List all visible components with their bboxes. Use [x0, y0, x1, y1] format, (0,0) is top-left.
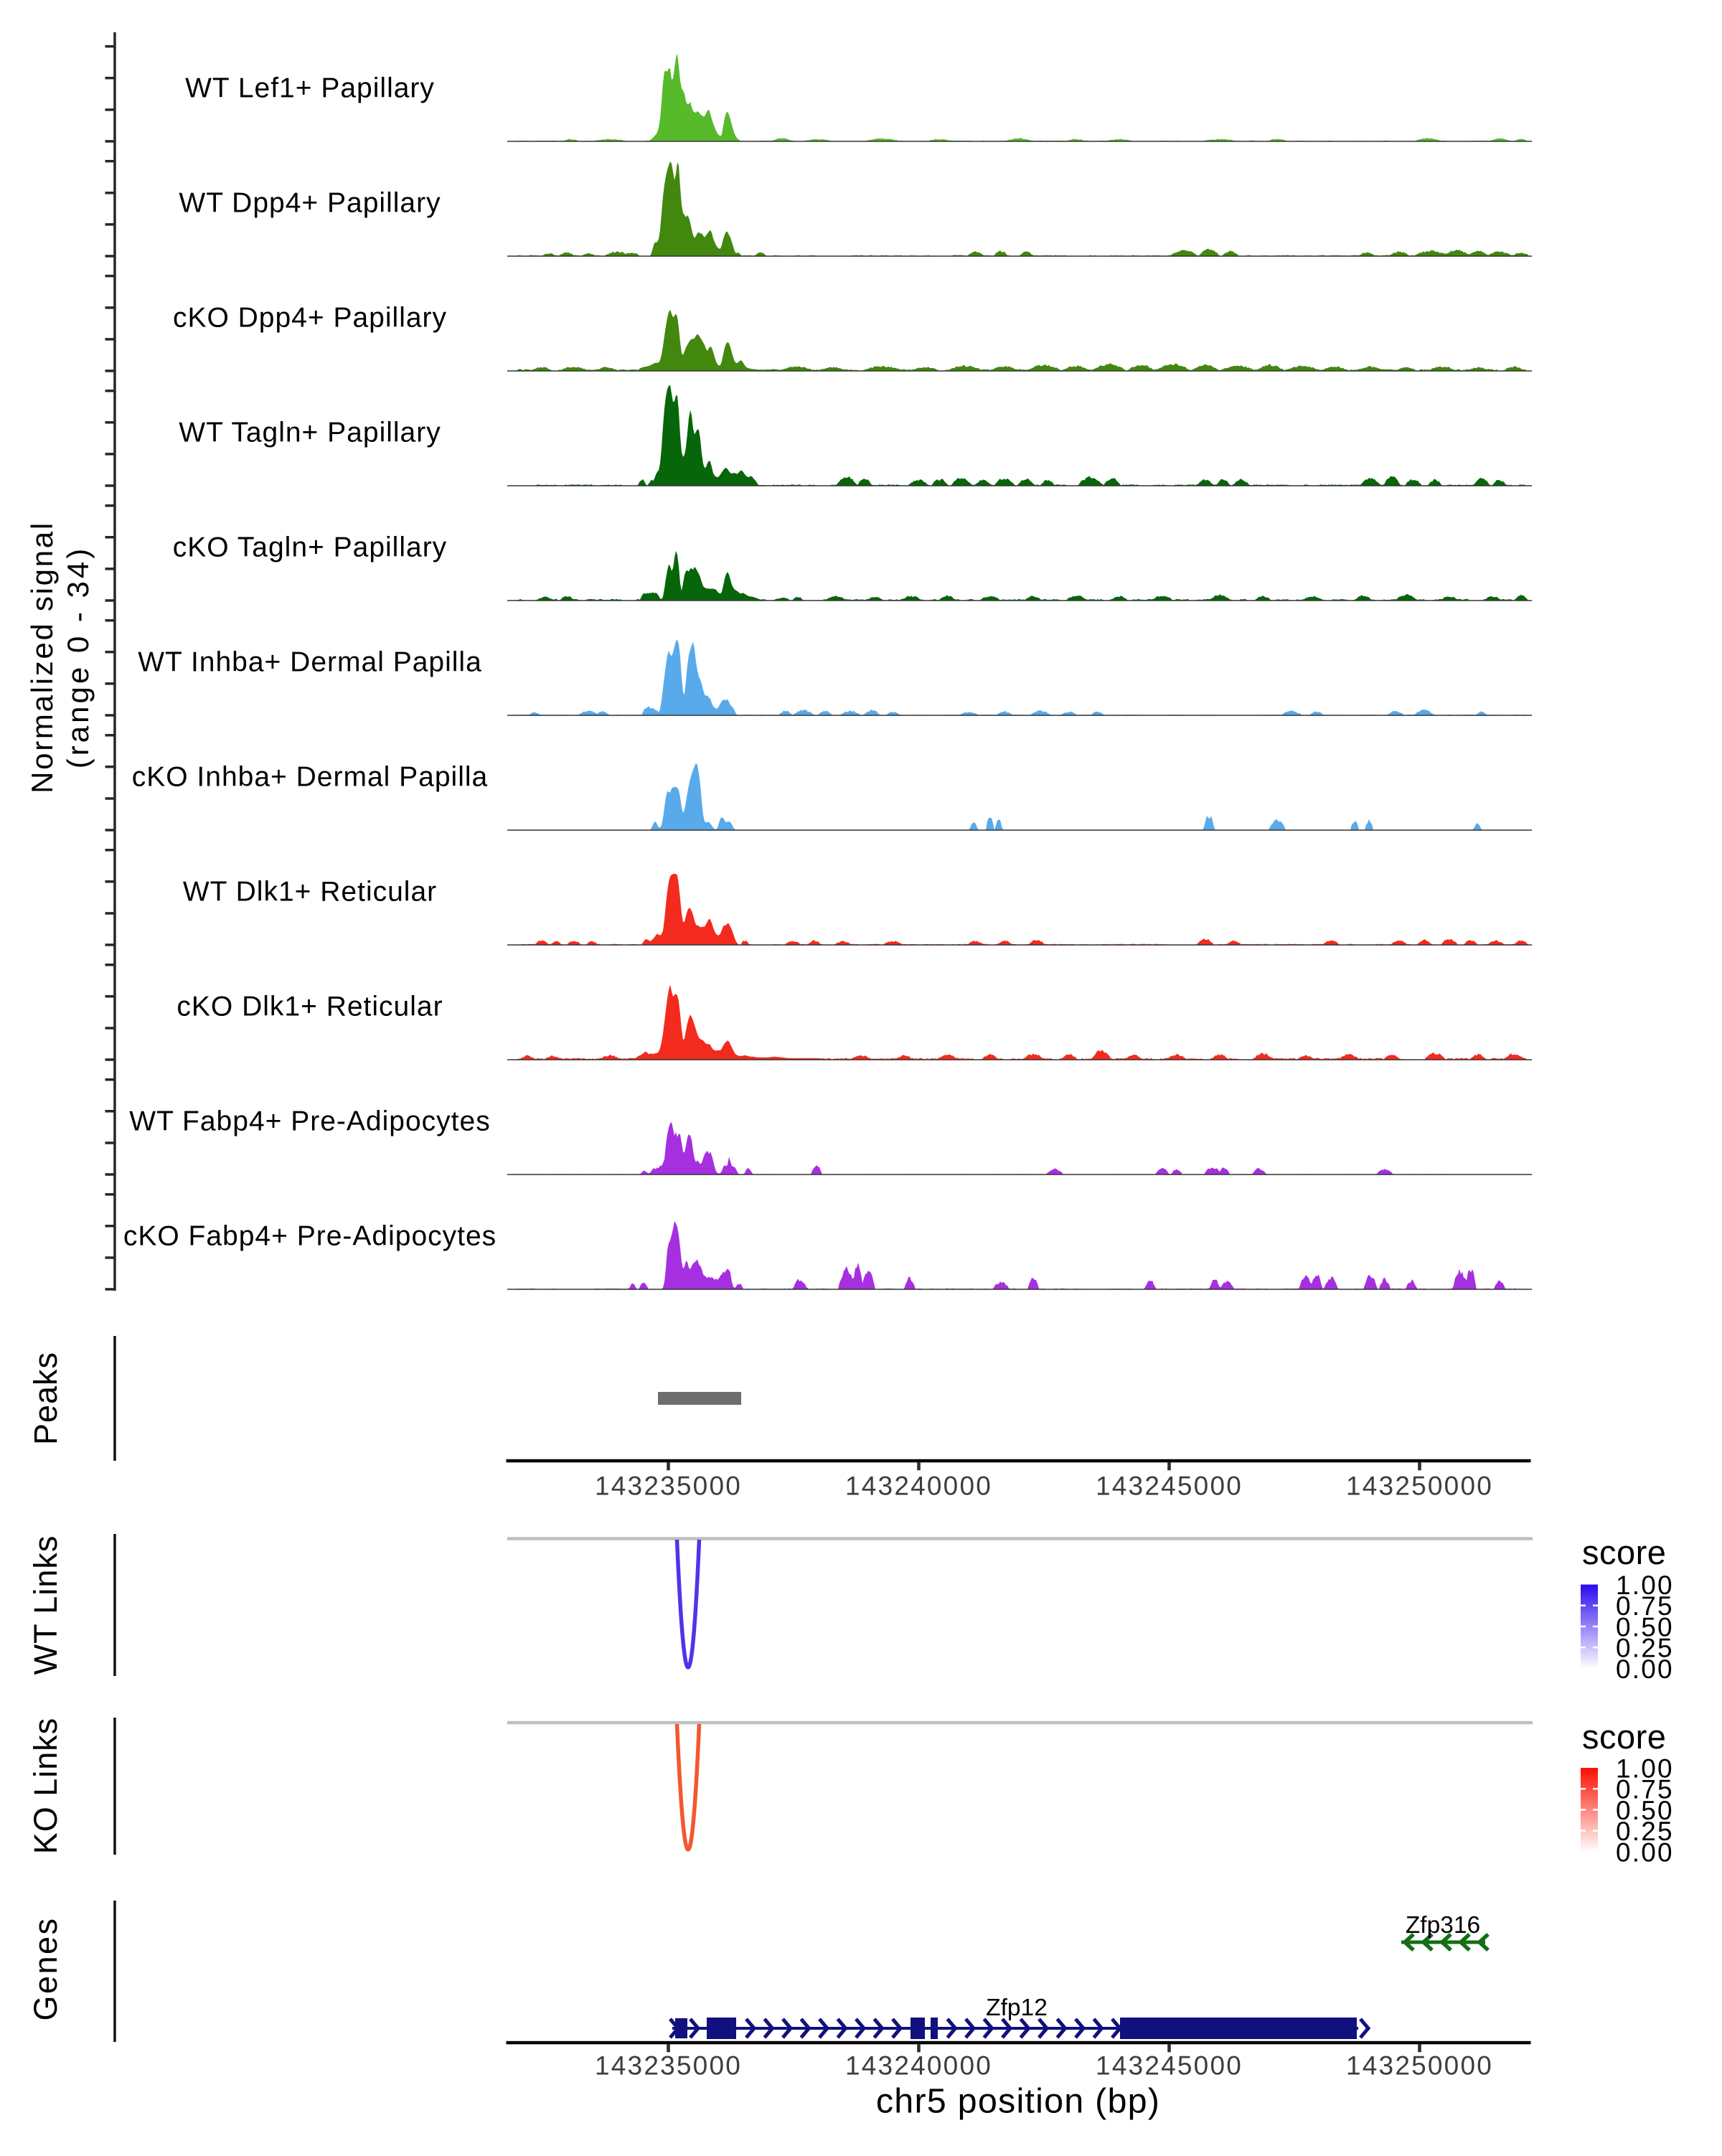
svg-text:WT Lef1+ Papillary: WT Lef1+ Papillary	[185, 72, 435, 103]
svg-text:Zfp12: Zfp12	[986, 1995, 1048, 2021]
svg-text:143235000: 143235000	[595, 2051, 742, 2081]
svg-text:143245000: 143245000	[1096, 1472, 1243, 1501]
svg-text:score: score	[1582, 1718, 1666, 1756]
svg-text:1.00: 1.00	[1616, 1571, 1674, 1600]
svg-text:cKO Dlk1+ Reticular: cKO Dlk1+ Reticular	[177, 991, 443, 1022]
svg-text:143245000: 143245000	[1096, 2051, 1243, 2081]
svg-text:Genes: Genes	[27, 1916, 64, 2020]
svg-text:cKO Tagln+ Papillary: cKO Tagln+ Papillary	[173, 532, 447, 562]
svg-text:cKO Inhba+ Dermal Papilla: cKO Inhba+ Dermal Papilla	[132, 761, 489, 792]
svg-text:0.25: 0.25	[1616, 1817, 1674, 1846]
svg-text:cKO Dpp4+ Papillary: cKO Dpp4+ Papillary	[173, 302, 447, 333]
svg-text:WT Inhba+ Dermal Papilla: WT Inhba+ Dermal Papilla	[138, 646, 482, 677]
svg-text:WT Tagln+ Papillary: WT Tagln+ Papillary	[179, 417, 441, 448]
svg-text:0.50: 0.50	[1616, 1612, 1674, 1642]
svg-text:WT Fabp4+ Pre-Adipocytes: WT Fabp4+ Pre-Adipocytes	[129, 1106, 490, 1136]
svg-text:(range 0 - 34): (range 0 - 34)	[61, 546, 95, 768]
svg-text:0.75: 0.75	[1616, 1775, 1674, 1804]
svg-text:1.00: 1.00	[1616, 1754, 1674, 1784]
svg-text:0.25: 0.25	[1616, 1634, 1674, 1663]
svg-text:143240000: 143240000	[845, 1472, 992, 1501]
svg-text:Zfp316: Zfp316	[1406, 1912, 1480, 1939]
svg-text:143250000: 143250000	[1346, 1472, 1493, 1501]
svg-text:Peaks: Peaks	[27, 1352, 64, 1445]
svg-text:143240000: 143240000	[845, 2051, 992, 2081]
svg-text:WT Dlk1+ Reticular: WT Dlk1+ Reticular	[183, 876, 437, 907]
svg-text:WT Dpp4+ Papillary: WT Dpp4+ Papillary	[179, 187, 441, 218]
svg-text:cKO Fabp4+ Pre-Adipocytes: cKO Fabp4+ Pre-Adipocytes	[123, 1220, 497, 1251]
svg-text:KO Links: KO Links	[27, 1718, 64, 1855]
svg-text:Normalized signal: Normalized signal	[25, 521, 59, 794]
svg-text:143250000: 143250000	[1346, 2051, 1493, 2081]
svg-text:0.00: 0.00	[1616, 1654, 1674, 1684]
svg-text:0.50: 0.50	[1616, 1796, 1674, 1825]
svg-text:chr5 position (bp): chr5 position (bp)	[876, 2082, 1160, 2121]
svg-text:score: score	[1582, 1533, 1666, 1571]
svg-text:143235000: 143235000	[595, 1472, 742, 1501]
svg-text:0.00: 0.00	[1616, 1837, 1674, 1867]
svg-text:0.75: 0.75	[1616, 1591, 1674, 1621]
svg-text:WT Links: WT Links	[27, 1535, 64, 1675]
